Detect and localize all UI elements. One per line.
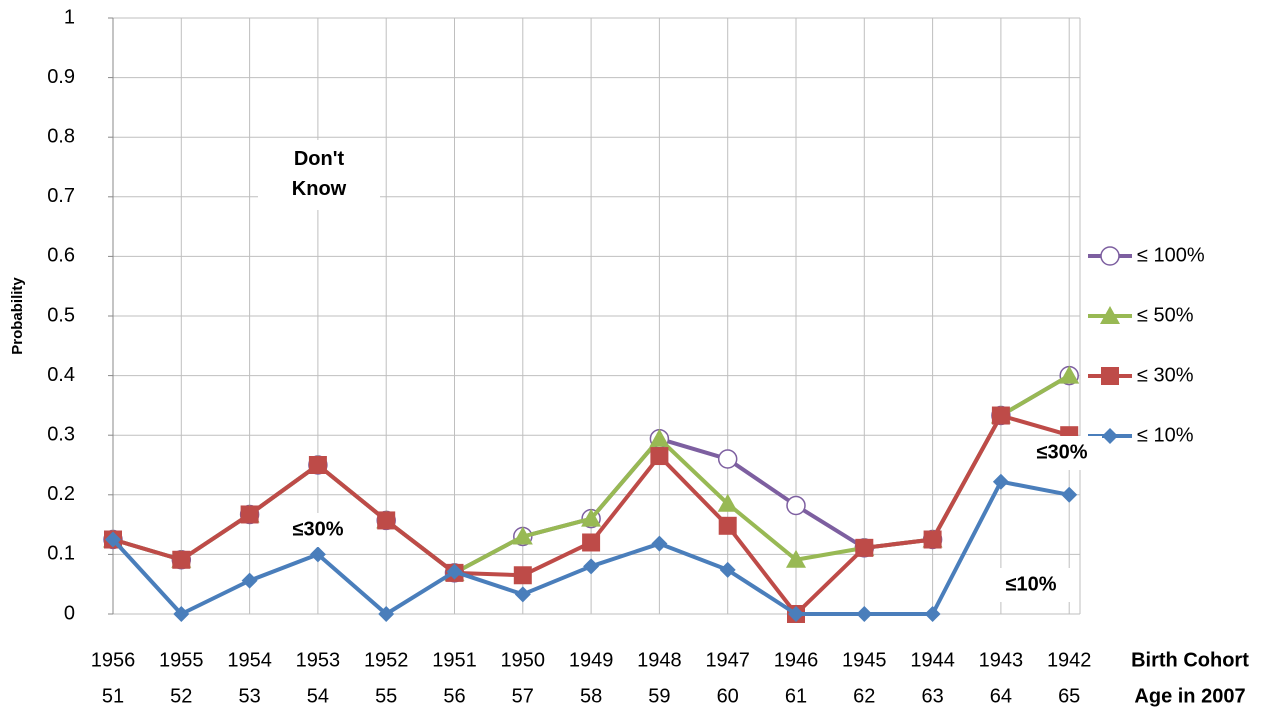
annotation-box bbox=[258, 140, 380, 210]
x-tick-label: 1947 bbox=[705, 649, 750, 671]
data-point bbox=[583, 558, 600, 575]
y-tick-label: 0.8 bbox=[47, 125, 75, 147]
y-tick-label: 0.1 bbox=[47, 543, 75, 565]
y-tick-label: 0.7 bbox=[47, 185, 75, 207]
y-tick-label: 0 bbox=[64, 602, 75, 624]
x2-tick-label: 59 bbox=[648, 685, 670, 707]
x-tick-label: 1944 bbox=[910, 649, 955, 671]
data-point bbox=[650, 447, 669, 466]
x-tick-label: 1951 bbox=[432, 649, 477, 671]
x-tick-label: 1950 bbox=[501, 649, 546, 671]
data-point bbox=[992, 473, 1009, 490]
data-point bbox=[717, 449, 738, 469]
x2-tick-label: 53 bbox=[238, 685, 260, 707]
data-point bbox=[923, 530, 942, 549]
annotation: ≤10% bbox=[1005, 573, 1056, 595]
data-point bbox=[446, 563, 463, 580]
annotation: ≤30% bbox=[292, 518, 343, 540]
x-tick-label: 1953 bbox=[296, 649, 341, 671]
x2-tick-label: 58 bbox=[580, 685, 602, 707]
y-tick-label: 0.5 bbox=[47, 304, 75, 326]
data-point bbox=[718, 516, 737, 535]
x2-tick-label: 65 bbox=[1058, 685, 1080, 707]
x2-tick-label: 61 bbox=[785, 685, 807, 707]
x2-tick-label: 64 bbox=[990, 685, 1012, 707]
annotation: ≤30% bbox=[1036, 441, 1087, 463]
data-point bbox=[378, 606, 395, 622]
x-tick-label: 1942 bbox=[1047, 649, 1092, 671]
annotation-box bbox=[268, 513, 368, 547]
data-point bbox=[717, 493, 738, 512]
legend-marker bbox=[1100, 246, 1120, 266]
y-axis-label: Probability bbox=[9, 277, 26, 355]
y-tick-label: 0.3 bbox=[47, 423, 75, 445]
data-point bbox=[651, 535, 668, 552]
x2-tick-label: 51 bbox=[102, 685, 124, 707]
x-axis-label: Birth Cohort bbox=[1131, 649, 1249, 671]
data-point bbox=[856, 606, 873, 622]
data-point bbox=[513, 566, 532, 585]
annotation-box bbox=[1022, 436, 1102, 470]
x-tick-label: 1948 bbox=[637, 649, 682, 671]
x2-tick-label: 57 bbox=[512, 685, 534, 707]
y-tick-label: 0.2 bbox=[47, 483, 75, 505]
x-tick-label: 1943 bbox=[979, 649, 1024, 671]
x-tick-label: 1945 bbox=[842, 649, 887, 671]
data-point bbox=[786, 495, 806, 516]
data-point bbox=[1061, 486, 1078, 503]
x2-tick-label: 52 bbox=[170, 685, 192, 707]
annotation-box bbox=[990, 568, 1072, 602]
x2-tick-label: 62 bbox=[853, 685, 875, 707]
data-point bbox=[788, 606, 804, 622]
legend-marker bbox=[1102, 428, 1118, 444]
data-point bbox=[172, 550, 191, 569]
data-point bbox=[512, 526, 533, 545]
x-tick-label: 1949 bbox=[569, 649, 614, 671]
legend-marker bbox=[1101, 367, 1119, 385]
data-point bbox=[105, 531, 121, 548]
data-point bbox=[786, 549, 806, 568]
data-point bbox=[991, 406, 1010, 425]
data-point bbox=[240, 505, 259, 524]
data-point bbox=[582, 533, 601, 552]
annotation-wrap: Don't Know bbox=[291, 148, 347, 200]
data-point bbox=[1059, 365, 1080, 384]
data-point bbox=[581, 508, 602, 527]
y-tick-label: 0.4 bbox=[47, 364, 75, 386]
data-point bbox=[241, 572, 258, 589]
x2-tick-label: 60 bbox=[717, 685, 739, 707]
legend-marker bbox=[1100, 306, 1120, 324]
data-point bbox=[924, 606, 941, 622]
x-tick-label: 1955 bbox=[159, 649, 204, 671]
data-point bbox=[309, 546, 326, 563]
legend-label: ≤ 10% bbox=[1137, 424, 1194, 446]
y-tick-label: 0.9 bbox=[47, 66, 75, 88]
x2-tick-label: 63 bbox=[921, 685, 943, 707]
x-tick-label: 1946 bbox=[774, 649, 819, 671]
data-point bbox=[173, 606, 190, 622]
x2-tick-label: 56 bbox=[443, 685, 465, 707]
data-point bbox=[719, 561, 736, 578]
data-point bbox=[855, 538, 874, 557]
data-point bbox=[308, 456, 327, 474]
legend-label: ≤ 30% bbox=[1137, 364, 1194, 386]
y-tick-label: 1 bbox=[64, 6, 75, 28]
x-tick-label: 1952 bbox=[364, 649, 409, 671]
x-tick-label: 1954 bbox=[227, 649, 272, 671]
data-point bbox=[514, 586, 531, 603]
y-tick-label: 0.6 bbox=[47, 245, 75, 267]
legend-label: ≤ 100% bbox=[1137, 244, 1205, 266]
data-point bbox=[377, 511, 396, 530]
x2-axis-label: Age in 2007 bbox=[1134, 685, 1245, 707]
x2-tick-label: 55 bbox=[375, 685, 397, 707]
x2-tick-label: 54 bbox=[307, 685, 329, 707]
legend-label: ≤ 50% bbox=[1137, 304, 1194, 326]
data-point bbox=[649, 428, 670, 447]
annotation: Don't Know bbox=[291, 148, 347, 200]
x-tick-label: 1956 bbox=[91, 649, 136, 671]
